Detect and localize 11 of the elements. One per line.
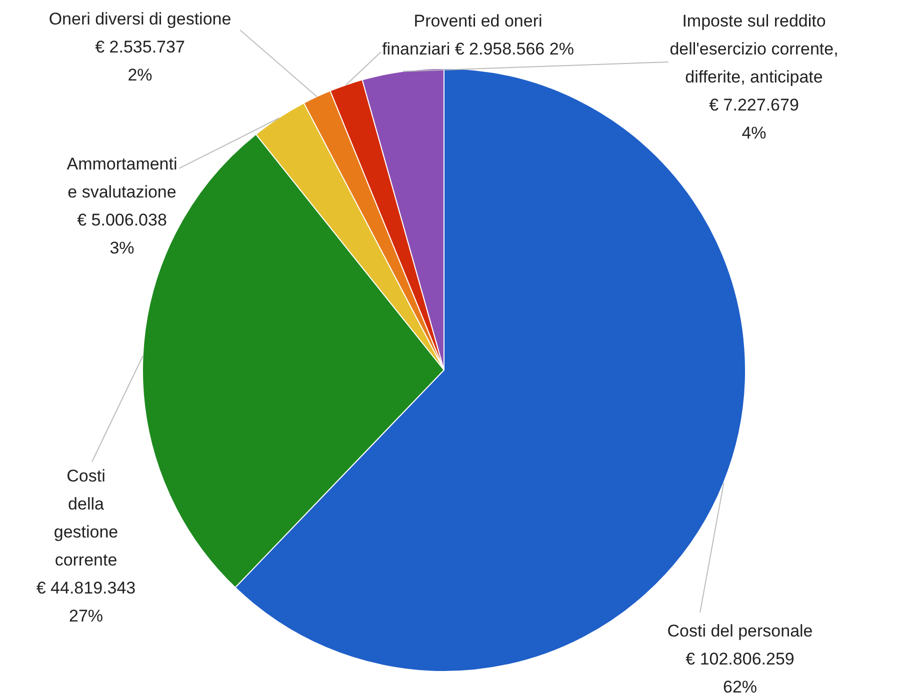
data-label: € 102.806.259 62% [686, 650, 794, 697]
slice-label: Costi della gestione corrente [54, 466, 118, 570]
slice-label: Oneri diversi di gestione [48, 10, 232, 29]
data-label: € 7.227.679 4% [709, 96, 799, 143]
data-label: € 44.819.343 27% [36, 578, 136, 626]
slice-label: Ammortamenti e svalutazione [66, 154, 178, 202]
slice-label: Proventi ed oneri finanziari € 2.958.566 2% [382, 12, 574, 59]
data-label: € 2.535.737 2% [95, 38, 185, 85]
data-label: € 5.006.038 3% [77, 210, 167, 258]
slice-label: Costi del personale [667, 622, 813, 641]
slice-label: Imposte sul reddito dell'esercizio corrente, differite, anticipate [670, 12, 838, 87]
